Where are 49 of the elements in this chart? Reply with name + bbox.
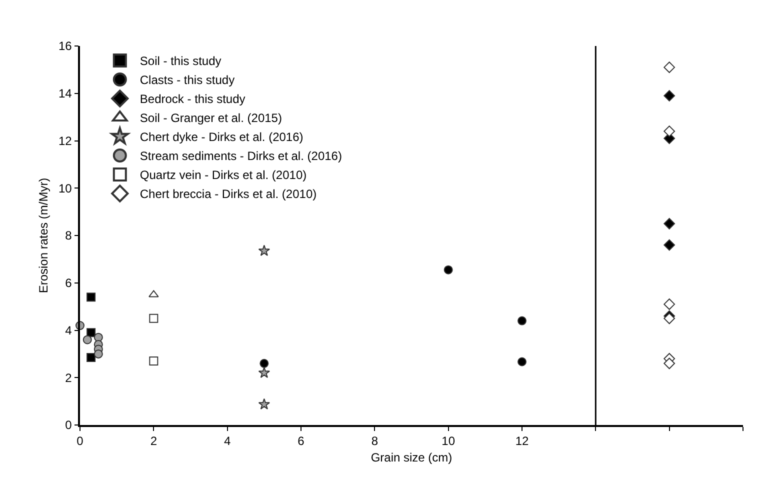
point bbox=[664, 239, 676, 251]
y-tick-label: 4 bbox=[65, 323, 72, 338]
y-tick-label: 0 bbox=[65, 418, 72, 432]
legend-label: Chert breccia - Dirks et al. (2010) bbox=[140, 187, 317, 202]
y-tick-label: 14 bbox=[58, 86, 72, 101]
legend-label: Soil - Granger et al. (2015) bbox=[140, 111, 282, 126]
point bbox=[518, 357, 526, 366]
legend-label: Soil - this study bbox=[140, 54, 222, 68]
y-axis-title: Erosion rates (m/Myr) bbox=[36, 178, 50, 294]
x-tick-label: 4 bbox=[224, 434, 231, 448]
x-tick-label: 2 bbox=[150, 434, 158, 448]
legend-label: Quartz vein - Dirks et al. (2010) bbox=[140, 168, 307, 182]
point bbox=[149, 314, 158, 323]
point bbox=[518, 316, 526, 326]
point bbox=[444, 265, 453, 274]
x-tick-label: 10 bbox=[442, 434, 456, 448]
point bbox=[664, 126, 676, 137]
point bbox=[664, 298, 676, 310]
y-tick-label: 12 bbox=[58, 134, 72, 148]
legend-label: Clasts - this study bbox=[140, 73, 235, 88]
point bbox=[148, 290, 159, 298]
point bbox=[258, 398, 270, 410]
point bbox=[94, 349, 103, 358]
point bbox=[664, 218, 676, 230]
point bbox=[149, 356, 158, 366]
y-tick-label: 6 bbox=[65, 276, 72, 290]
point bbox=[258, 244, 270, 256]
x-tick-label: 0 bbox=[76, 434, 84, 448]
y-tick-label: 2 bbox=[65, 370, 72, 385]
y-tick-label: 8 bbox=[65, 228, 72, 243]
x-tick-label: 6 bbox=[298, 434, 305, 448]
point bbox=[86, 292, 96, 302]
x-tick-label: 12 bbox=[515, 434, 529, 448]
point bbox=[664, 90, 676, 102]
x-tick-label: 8 bbox=[371, 434, 378, 448]
legend-label: Chert dyke - Dirks et al. (2016) bbox=[140, 130, 304, 144]
point bbox=[86, 352, 96, 362]
legend-label: Stream sediments - Dirks et al. (2016) bbox=[140, 149, 342, 164]
point bbox=[86, 328, 96, 338]
y-tick-label: 10 bbox=[58, 181, 72, 196]
point bbox=[664, 358, 676, 370]
point bbox=[258, 366, 270, 378]
point bbox=[260, 358, 269, 368]
x-axis-title: Grain size (cm) bbox=[370, 450, 452, 465]
point bbox=[664, 62, 676, 74]
point bbox=[664, 312, 676, 324]
point bbox=[82, 335, 92, 344]
legend-label: Bedrock - this study bbox=[140, 92, 246, 106]
y-tick-label: 16 bbox=[58, 39, 72, 54]
